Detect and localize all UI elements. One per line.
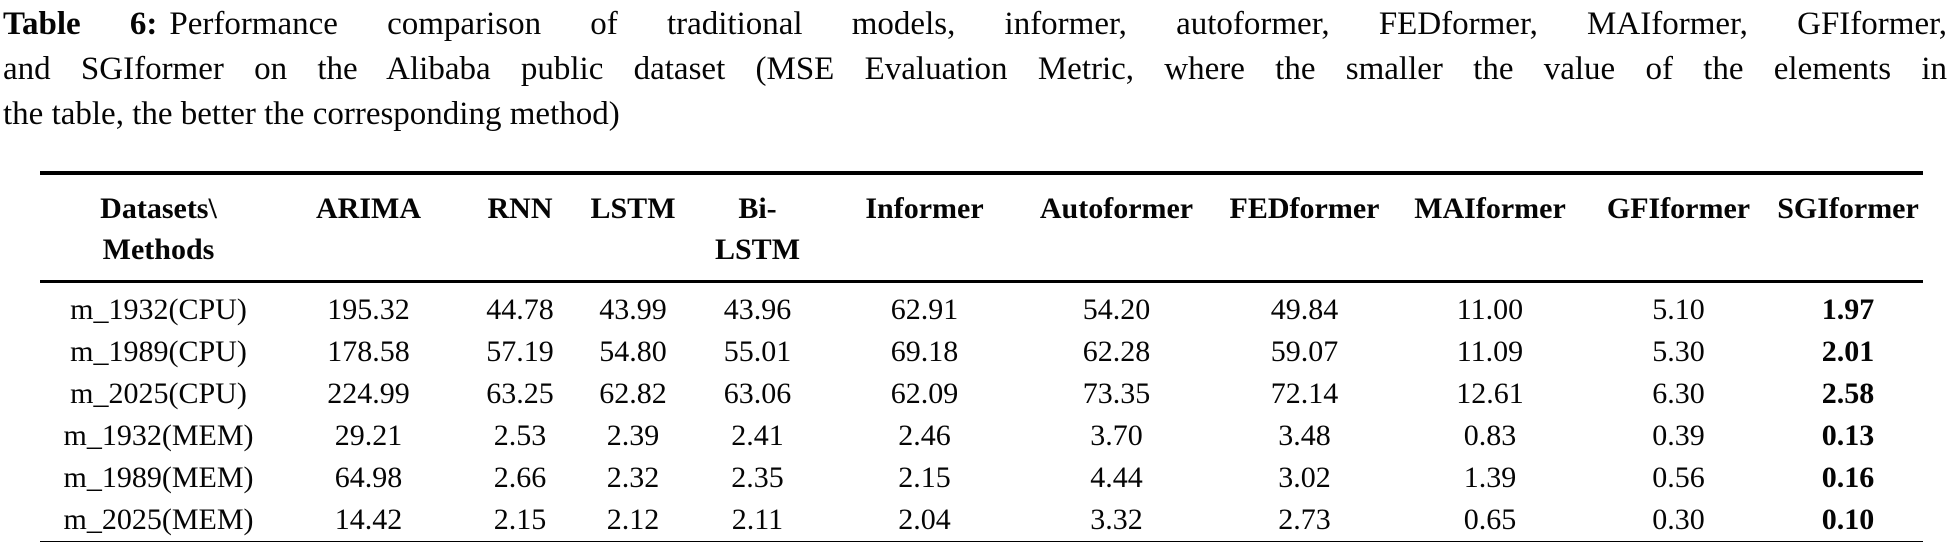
value-cell: 2.15: [493, 503, 547, 536]
value-cell: 2.46: [898, 419, 951, 452]
value-cell: 178.58: [327, 335, 410, 368]
value-cell: 0.56: [1652, 461, 1705, 494]
value-cell: 0.65: [1463, 503, 1517, 536]
value-cell: 2.73: [1278, 503, 1331, 536]
value-cell: 195.32: [327, 293, 410, 326]
value-cell: 57.19: [486, 335, 554, 368]
header-row: Datasets\ Methods ARIMA RNN LSTM Bi- LST…: [40, 173, 1923, 282]
column-header-sgiformer: SGIformer: [1777, 192, 1919, 225]
value-cell: 11.00: [1456, 293, 1524, 326]
value-cell: 0.39: [1652, 419, 1705, 452]
value-cell: 3.32: [1090, 503, 1143, 536]
dataset-cell: m_1932(MEM): [63, 419, 254, 452]
value-cell: 62.82: [599, 377, 667, 410]
value-cell: 12.61: [1456, 377, 1524, 410]
value-cell: 4.44: [1090, 461, 1143, 494]
value-cell: 2.11: [731, 503, 784, 536]
value-cell: 2.41: [731, 419, 784, 452]
table-body: m_1932(CPU) 195.32 44.78 43.99 43.96 62.91 54.…: [40, 282, 1923, 542]
value-cell: 2.12: [606, 503, 660, 536]
column-header-maiformer: MAIformer: [1414, 192, 1566, 225]
value-cell: 43.99: [599, 293, 667, 326]
value-cell: 6.30: [1652, 377, 1705, 410]
value-cell: 44.78: [486, 293, 554, 326]
value-cell: 5.30: [1652, 335, 1705, 368]
value-cell: 0.30: [1652, 503, 1705, 536]
value-cell: 14.42: [334, 503, 403, 536]
column-header-fedformer: FEDformer: [1229, 192, 1380, 225]
value-cell: 2.01: [1821, 335, 1875, 368]
table-row: m_1932(CPU) 195.32 44.78 43.99 43.96 62.91 54.…: [40, 282, 1923, 332]
value-cell: 0.13: [1821, 419, 1875, 452]
value-cell: 29.21: [334, 419, 403, 452]
value-cell: 63.06: [723, 377, 792, 410]
value-cell: 2.35: [731, 461, 784, 494]
column-header-lstm: LSTM: [590, 192, 676, 225]
value-cell: 2.15: [898, 461, 951, 494]
column-header-arima: ARIMA: [316, 192, 421, 225]
value-cell: 55.01: [723, 335, 792, 368]
value-cell: 62.91: [890, 293, 959, 326]
value-cell: 2.04: [898, 503, 951, 536]
value-cell: 2.58: [1821, 377, 1875, 410]
value-cell: 224.99: [327, 377, 410, 410]
table-row: m_1989(MEM) 64.98 2.66 2.32 2.35 2.15 4.44 3.02…: [40, 457, 1923, 499]
column-header-rnn: RNN: [487, 192, 553, 225]
value-cell: 62.09: [890, 377, 959, 410]
value-cell: 3.48: [1278, 419, 1331, 452]
dataset-cell: m_2025(MEM): [63, 503, 254, 536]
value-cell: 62.28: [1082, 335, 1151, 368]
value-cell: 49.84: [1270, 293, 1339, 326]
value-cell: 0.16: [1821, 461, 1875, 494]
value-cell: 0.10: [1821, 503, 1875, 536]
column-header-autoformer: Autoformer: [1039, 192, 1194, 225]
caption-text-1: Performance comparison of traditional mo…: [169, 6, 1948, 42]
table-header: Datasets\ Methods ARIMA RNN LSTM Bi- LST…: [40, 173, 1923, 282]
value-cell: 54.20: [1082, 293, 1151, 326]
dataset-cell: m_1932(CPU): [70, 293, 247, 326]
value-cell: 2.53: [493, 419, 547, 452]
value-cell: 5.10: [1652, 293, 1705, 326]
value-cell: 59.07: [1270, 335, 1339, 368]
table-row: m_1932(MEM) 29.21 2.53 2.39 2.41 2.46 3.70 3.48…: [40, 415, 1923, 457]
value-cell: 2.66: [493, 461, 547, 494]
table-row: m_2025(CPU) 224.99 63.25 62.82 63.06 62.09 73.…: [40, 373, 1923, 415]
value-cell: 2.32: [606, 461, 660, 494]
value-cell: 43.96: [723, 293, 792, 326]
value-cell: 64.98: [334, 461, 403, 494]
caption-line-1: Table 6: Performance comparison of tradit…: [3, 2, 1947, 47]
value-cell: 72.14: [1270, 377, 1339, 410]
table-caption: Table 6: Performance comparison of tradit…: [3, 2, 1947, 137]
dataset-cell: m_1989(MEM): [63, 461, 254, 494]
results-table: Datasets\ Methods ARIMA RNN LSTM Bi- LST…: [40, 171, 1923, 542]
value-cell: 1.39: [1463, 461, 1517, 494]
column-header-datasets-methods: Datasets\ Methods: [100, 192, 217, 266]
column-header-informer: Informer: [865, 192, 984, 225]
caption-label: Table 6:: [3, 6, 158, 42]
value-cell: 2.39: [606, 419, 660, 452]
table-row: m_2025(MEM) 14.42 2.15 2.12 2.11 2.04 3.32 2.73…: [40, 499, 1923, 542]
caption-line-2: and SGIformer on the Alibaba public data…: [3, 51, 1947, 87]
value-cell: 63.25: [486, 377, 554, 410]
value-cell: 3.02: [1278, 461, 1331, 494]
caption-line-3: the table, the better the corresponding …: [3, 96, 620, 132]
value-cell: 1.97: [1821, 293, 1875, 326]
value-cell: 11.09: [1456, 335, 1524, 368]
value-cell: 3.70: [1090, 419, 1143, 452]
value-cell: 0.83: [1463, 419, 1517, 452]
value-cell: 73.35: [1082, 377, 1151, 410]
table-row: m_1989(CPU) 178.58 57.19 54.80 55.01 69.18 62.…: [40, 331, 1923, 373]
column-header-bi-lstm: Bi- LSTM: [714, 192, 801, 266]
column-header-gfiformer: GFIformer: [1606, 192, 1751, 225]
dataset-cell: m_2025(CPU): [70, 377, 247, 410]
dataset-cell: m_1989(CPU): [70, 335, 247, 368]
value-cell: 54.80: [599, 335, 667, 368]
value-cell: 69.18: [890, 335, 959, 368]
